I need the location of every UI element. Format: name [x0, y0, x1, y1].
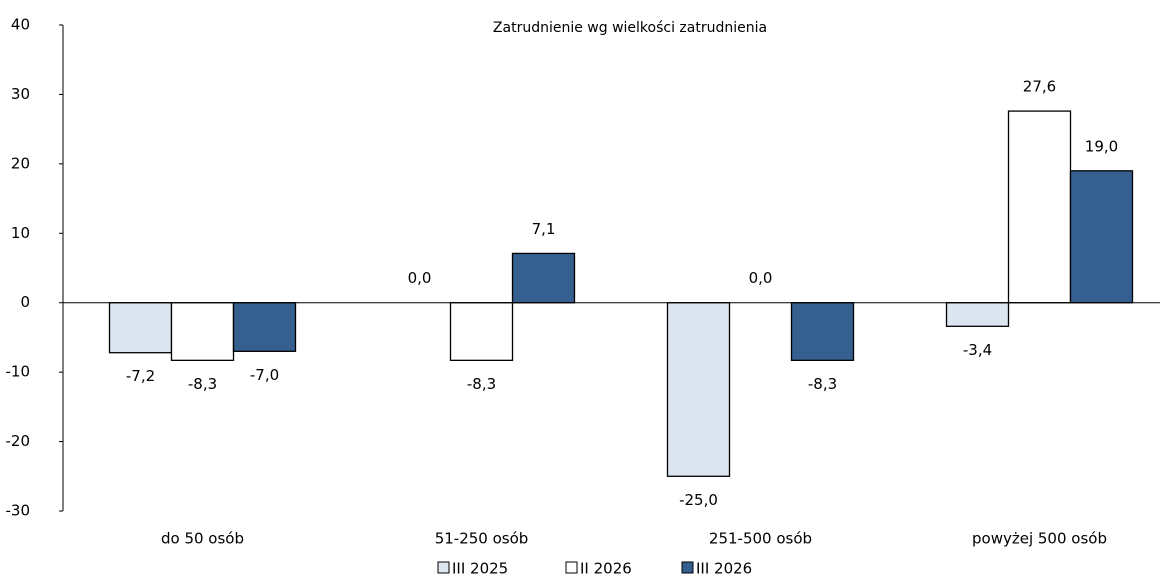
value-label: 0,0	[749, 269, 773, 287]
value-label: 0,0	[408, 269, 432, 287]
y-tick-label: -30	[6, 502, 31, 520]
x-tick-label: 251-500 osób	[709, 530, 812, 548]
value-label: 7,1	[532, 220, 556, 238]
y-tick-label: -10	[6, 363, 31, 381]
y-tick-label: 20	[11, 154, 30, 172]
bar	[1069, 170, 1134, 304]
y-tick-label: -20	[6, 432, 31, 450]
value-label: -8,3	[808, 375, 837, 393]
y-tick-label: 40	[11, 16, 30, 34]
legend-swatch	[681, 561, 694, 574]
value-label: -3,4	[963, 341, 992, 359]
legend-swatch	[565, 561, 578, 574]
bar	[449, 302, 514, 361]
bar	[170, 302, 235, 361]
legend-label: III 2026	[696, 560, 752, 578]
value-label: -7,2	[126, 367, 155, 385]
y-tick-label: 0	[20, 293, 30, 311]
bar	[666, 302, 731, 477]
legend-label: II 2026	[580, 560, 632, 578]
bar	[108, 302, 173, 354]
x-tick-label: 51-250 osób	[435, 530, 529, 548]
x-tick-label: do 50 osób	[161, 530, 244, 548]
bar	[232, 302, 297, 352]
bar	[511, 252, 576, 304]
value-label: -25,0	[679, 491, 718, 509]
y-tick-label: 10	[11, 224, 30, 242]
x-tick-label: powyżej 500 osób	[972, 530, 1107, 548]
y-tick-label: 30	[11, 85, 30, 103]
bar	[1007, 110, 1072, 304]
legend-swatch	[437, 561, 450, 574]
value-label: -7,0	[250, 366, 279, 384]
chart-title: Zatrudnienie wg wielkości zatrudnienia	[493, 20, 767, 36]
value-label: 19,0	[1085, 137, 1118, 155]
value-label: -8,3	[188, 375, 217, 393]
value-label: 27,6	[1023, 78, 1056, 96]
legend-label: III 2025	[452, 560, 508, 578]
bar	[790, 302, 855, 361]
bar	[945, 302, 1010, 327]
value-label: -8,3	[467, 375, 496, 393]
